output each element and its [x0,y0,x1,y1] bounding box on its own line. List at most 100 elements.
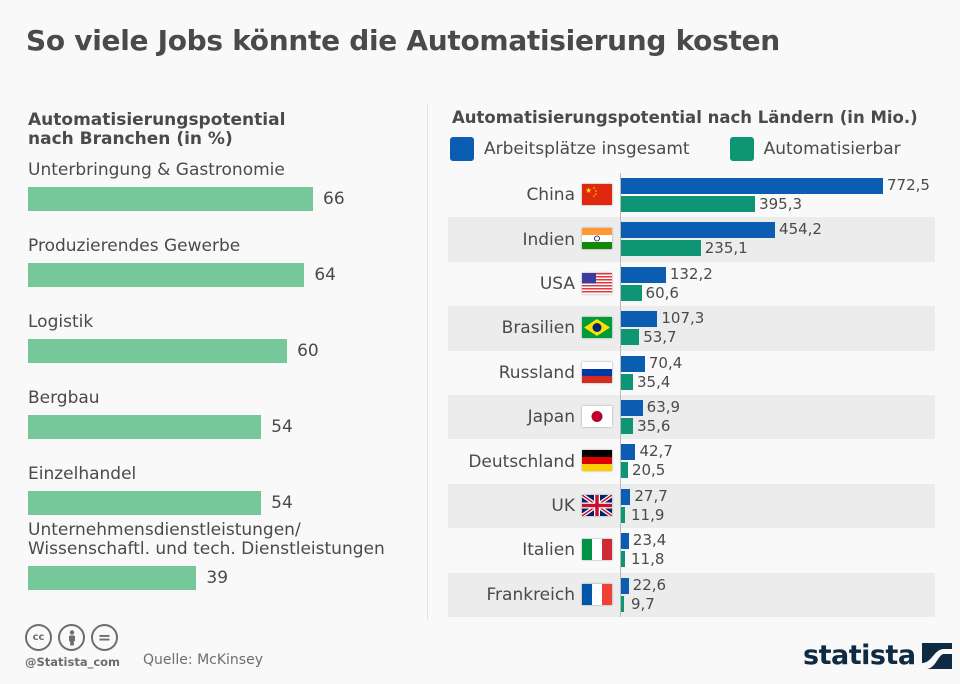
value-label-total: 23,4 [632,531,667,550]
branch-bar [28,263,305,287]
country-label: UK [551,495,575,516]
branch-label: Wissenschaftl. und tech. Dienstleistunge… [28,539,385,559]
country-label: China [526,185,575,206]
value-label-automatable: 235,1 [704,239,748,258]
branch-bar [28,187,313,211]
branch-item: Logistik 60 [28,313,319,363]
branch-bar [28,566,197,590]
legend: Arbeitsplätze insgesamt Automatisierbar [450,137,941,161]
branch-bar-row: 39 [28,566,385,590]
uk-flag-icon [582,494,612,516]
branch-item: Bergbau 54 [28,389,293,439]
legend-swatch-automatable [729,137,754,161]
country-label: Italien [522,540,575,561]
branch-item: Produzierendes Gewerbe 64 [28,237,336,287]
country-row: Frankreich 22,6 9,7 [448,572,935,617]
country-chart-title: Automatisierungspotential nach Ländern (… [452,108,918,127]
bar-total [621,444,636,461]
cc-icon: cc [25,624,52,651]
bar-total [621,266,666,283]
legend-label-total: Arbeitsplätze insgesamt [484,139,690,159]
italy-flag-icon [582,539,612,561]
source-note: Quelle: McKinsey [143,652,263,668]
value-label-automatable: 11,9 [631,505,665,524]
license-icons: cc = [25,624,118,651]
column-divider [427,104,428,619]
legend-swatch-total [450,137,474,161]
usa-flag-icon [582,272,612,294]
country-label: Russland [498,362,575,383]
value-label-total: 22,6 [632,575,667,594]
page-title: So viele Jobs könnte die Automatisierung… [26,24,780,57]
branch-item: Einzelhandel 54 [28,465,293,515]
bar-total [621,222,776,239]
bar-total [621,178,883,194]
branch-label: Bergbau [28,388,100,408]
value-label-automatable: 9,7 [631,594,655,613]
country-row: Italien 23,4 11,8 [448,528,935,572]
country-row: Russland 70,4 35,4 [448,351,935,395]
bar-automatable [621,417,634,434]
bar-automatable [621,595,625,612]
value-label-total: 454,2 [779,220,822,239]
branch-value-label: 54 [271,493,293,513]
japan-flag-icon [582,405,612,427]
country-label: Japan [527,407,575,428]
russia-flag-icon [582,361,612,383]
brazil-flag-icon [582,317,612,339]
bar-total [621,355,645,372]
india-flag-icon [582,228,612,250]
value-label-total: 42,7 [639,442,673,461]
twitter-handle: @Statista_com [25,655,121,669]
country-row: UK 27,7 11,9 [448,483,935,529]
branch-label: Unternehmensdienstleistungen/ [28,520,301,540]
value-label-automatable: 35,4 [637,372,671,391]
branch-chart-title-line: Automatisierungspotential [28,110,286,130]
bar-total [621,533,629,550]
france-flag-icon [582,583,612,605]
value-label-automatable: 60,6 [645,283,679,302]
country-row: USA 132,2 60,6 [448,262,935,306]
value-label-automatable: 20,5 [631,461,666,480]
branch-value-label: 66 [323,189,345,209]
branch-label: Einzelhandel [28,464,137,484]
statista-logo: statista [803,640,952,671]
svg-text:★: ★ [585,186,592,195]
country-row: Indien 454,2 235,1 [448,217,935,262]
branch-value-label: 60 [297,341,319,361]
bar-automatable [621,196,756,212]
bar-automatable [621,329,640,346]
value-label-automatable: 11,8 [631,550,665,569]
statista-logo-icon [921,642,952,669]
branch-bar-row: 64 [28,263,336,287]
legend-item-total: Arbeitsplätze insgesamt [450,137,690,161]
branch-label: Unterbringung & Gastronomie [28,160,285,180]
country-label: Frankreich [486,584,576,605]
country-label: Deutschland [468,451,575,472]
nd-icon: = [91,624,118,651]
branch-label: Logistik [28,312,94,332]
value-label-total: 70,4 [648,353,683,372]
branch-bar [28,415,262,439]
country-chart: China ★ 772,5 395,3 Indien 454,2 235,1 USA 132,2… [448,173,935,617]
axis-line [620,173,621,617]
logo-text: statista [803,640,916,671]
value-label-total: 107,3 [661,309,705,328]
china-flag-icon: ★ [582,184,612,205]
bar-automatable [621,462,628,479]
value-label-total: 132,2 [669,264,713,283]
value-label-automatable: 395,3 [759,195,803,213]
country-label: USA [539,273,575,294]
country-row: Brasilien 107,3 53,7 [448,306,935,351]
by-icon [58,624,85,651]
value-label-automatable: 53,7 [643,328,677,347]
bar-automatable [621,551,625,568]
value-label-automatable: 35,6 [637,416,671,435]
bar-total [621,399,643,416]
bar-automatable [621,506,626,523]
branch-label: Produzierendes Gewerbe [28,236,241,256]
branch-item: Unternehmensdienstleistungen/Wissenschaf… [28,521,385,590]
branch-bar-row: 66 [28,187,345,211]
branch-chart-title-line: nach Branchen (in %) [28,129,233,149]
branch-value-label: 64 [314,265,336,285]
